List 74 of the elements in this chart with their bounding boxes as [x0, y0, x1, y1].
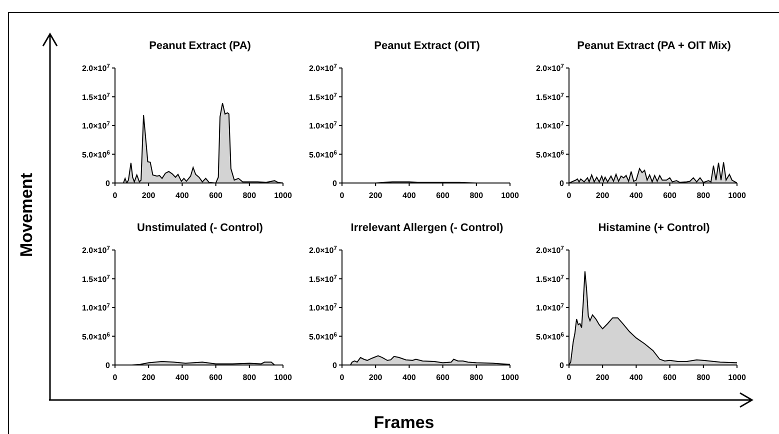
y-tick-label: 1.5×10$^{7}$: [308, 92, 338, 102]
y-tick-label: 2.0×10$^{7}$: [82, 63, 111, 73]
x-tick-label: 800: [696, 373, 711, 382]
x-tick-label: 400: [402, 191, 416, 200]
y-tick-label: 1.5×10$^{7}$: [308, 274, 338, 284]
y-tick-label: 2.0×10$^{7}$: [536, 63, 565, 73]
x-tick-label: 800: [242, 191, 257, 200]
x-tick-label: 0: [566, 373, 572, 382]
x-tick-label: 400: [176, 373, 190, 382]
x-tick-label: 600: [436, 373, 450, 382]
x-tick-label: 400: [402, 373, 416, 382]
y-tick-label: 1.0×10$^{7}$: [308, 120, 338, 130]
chart-title: Unstimulated (- Control): [136, 222, 264, 234]
x-tick-label: 200: [368, 373, 383, 382]
x-tick-label: 600: [209, 373, 224, 382]
y-tick-label: 5.0×10$^{6}$: [82, 149, 111, 160]
y-tick-label: 0: [332, 179, 338, 188]
x-tick-label: 1000: [501, 191, 520, 200]
chart-title: Irrelevant Allergen (- Control): [350, 222, 504, 234]
x-tick-label: 200: [142, 373, 156, 382]
x-tick-label: 600: [209, 191, 224, 200]
y-tick-label: 5.0×10$^{6}$: [308, 149, 338, 160]
x-tick-label: 0: [340, 373, 345, 382]
y-tick-label: 0: [560, 179, 565, 188]
x-tick-label: 1000: [728, 373, 746, 382]
y-tick-label: 1.0×10$^{7}$: [536, 302, 565, 312]
y-tick-label: 1.5×10$^{7}$: [82, 274, 111, 284]
y-tick-label: 1.0×10$^{7}$: [82, 302, 111, 312]
x-tick-label: 200: [596, 373, 610, 382]
x-tick-label: 0: [112, 373, 118, 382]
x-tick-label: 1000: [728, 191, 746, 200]
x-tick-label: 1000: [274, 191, 292, 200]
x-tick-label: 1000: [274, 373, 292, 382]
x-tick-label: 200: [142, 191, 156, 200]
x-tick-label: 800: [696, 191, 711, 200]
x-tick-label: 600: [436, 191, 450, 200]
y-tick-label: 5.0×10$^{6}$: [82, 331, 111, 342]
y-tick-label: 0: [106, 361, 111, 370]
y-tick-label: 1.0×10$^{7}$: [536, 120, 565, 130]
y-tick-label: 1.5×10$^{7}$: [536, 274, 565, 284]
chart-title: Peanut Extract (PA + OIT Mix): [576, 40, 732, 52]
y-tick-label: 0: [106, 179, 111, 188]
x-tick-label: 200: [368, 191, 383, 200]
y-tick-label: 1.0×10$^{7}$: [82, 120, 111, 130]
y-tick-label: 2.0×10$^{7}$: [536, 245, 565, 255]
y-tick-label: 5.0×10$^{6}$: [536, 149, 565, 160]
x-tick-label: 400: [176, 191, 190, 200]
y-tick-label: 1.5×10$^{7}$: [536, 92, 565, 102]
x-tick-label: 600: [663, 191, 678, 200]
x-tick-label: 0: [112, 191, 118, 200]
x-tick-label: 800: [470, 191, 484, 200]
x-tick-label: 200: [596, 191, 610, 200]
y-tick-label: 1.5×10$^{7}$: [82, 92, 111, 102]
x-tick-label: 400: [630, 373, 644, 382]
x-tick-label: 800: [242, 373, 257, 382]
y-tick-label: 2.0×10$^{7}$: [82, 245, 111, 255]
chart-title: Peanut Extract (PA): [148, 40, 252, 52]
chart-title: Histamine (+ Control): [597, 222, 711, 234]
x-tick-label: 800: [470, 373, 484, 382]
x-tick-label: 600: [663, 373, 678, 382]
x-tick-label: 1000: [501, 373, 520, 382]
chart-title: Peanut Extract (OIT): [373, 40, 481, 52]
x-tick-label: 0: [340, 191, 345, 200]
x-tick-label: 400: [630, 191, 644, 200]
y-tick-label: 1.0×10$^{7}$: [308, 302, 338, 312]
y-tick-label: 2.0×10$^{7}$: [308, 63, 338, 73]
y-tick-label: 0: [332, 361, 338, 370]
y-tick-label: 2.0×10$^{7}$: [308, 245, 338, 255]
y-axis-title: Movement: [17, 172, 37, 258]
y-tick-label: 0: [560, 361, 565, 370]
y-tick-label: 5.0×10$^{6}$: [308, 331, 338, 342]
x-tick-label: 0: [566, 191, 572, 200]
x-axis-title: Frames: [374, 413, 434, 433]
y-tick-label: 5.0×10$^{6}$: [536, 331, 565, 342]
